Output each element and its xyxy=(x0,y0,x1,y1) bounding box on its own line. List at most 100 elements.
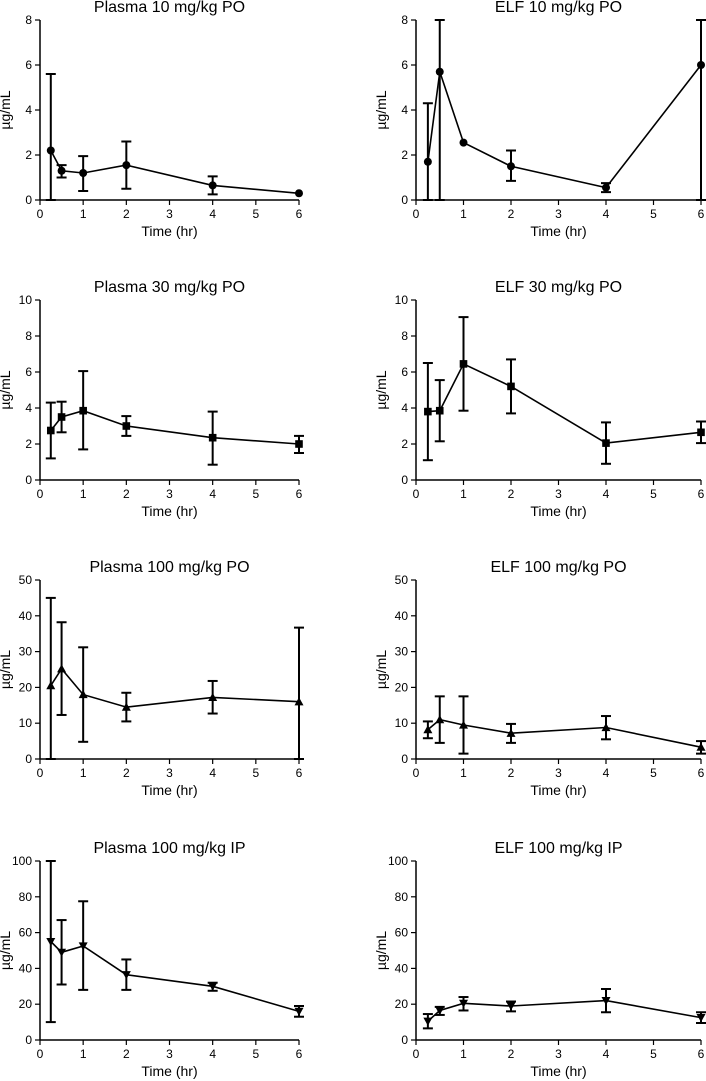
x-axis-label: Time (hr) xyxy=(530,503,586,519)
y-axis-label: µg/mL xyxy=(373,370,389,409)
x-tick-label: 1 xyxy=(80,207,87,221)
x-tick-label: 4 xyxy=(603,766,610,780)
x-tick-label: 1 xyxy=(80,766,87,780)
error-bar xyxy=(294,626,304,760)
y-tick-label: 20 xyxy=(395,997,409,1011)
chart-title: Plasma 100 mg/kg PO xyxy=(89,559,249,576)
data-point xyxy=(506,1002,516,1011)
y-tick-label: 6 xyxy=(401,365,408,379)
data-point xyxy=(696,742,706,751)
y-tick-label: 6 xyxy=(25,365,32,379)
error-bar xyxy=(696,19,706,201)
data-point xyxy=(696,1014,706,1023)
x-tick-label: 0 xyxy=(413,487,420,501)
y-tick-label: 4 xyxy=(401,401,408,415)
data-point xyxy=(294,697,304,706)
y-tick-label: 40 xyxy=(19,609,33,623)
data-point xyxy=(208,181,217,190)
x-tick-label: 0 xyxy=(37,766,44,780)
y-tick-label: 40 xyxy=(395,609,409,623)
y-tick-label: 8 xyxy=(25,329,32,343)
y-tick-label: 2 xyxy=(401,148,408,162)
data-point xyxy=(46,146,55,155)
data-point xyxy=(423,725,433,734)
chart-title: ELF 30 mg/kg PO xyxy=(495,279,622,296)
data-point xyxy=(435,406,444,415)
y-axis-label: µg/mL xyxy=(373,931,389,970)
y-axis-label: µg/mL xyxy=(0,90,13,129)
x-axis-label: Time (hr) xyxy=(530,782,586,798)
chart-title: Plasma 30 mg/kg PO xyxy=(94,279,245,296)
x-tick-label: 2 xyxy=(123,766,130,780)
data-point xyxy=(602,439,610,447)
data-point xyxy=(57,664,67,673)
data-point xyxy=(435,67,444,76)
y-tick-label: 20 xyxy=(19,997,33,1011)
data-point xyxy=(208,692,218,702)
data-point xyxy=(46,426,55,435)
data-point xyxy=(506,728,516,737)
error-bar xyxy=(45,73,56,201)
y-tick-label: 4 xyxy=(401,103,408,117)
x-tick-label: 6 xyxy=(296,766,303,780)
data-point xyxy=(459,138,468,147)
y-tick-label: 4 xyxy=(25,103,32,117)
x-tick-label: 4 xyxy=(209,766,216,780)
x-tick-label: 5 xyxy=(650,1047,657,1061)
series-line xyxy=(427,362,702,444)
x-tick-label: 2 xyxy=(508,1047,515,1061)
data-point xyxy=(46,681,56,690)
y-tick-label: 0 xyxy=(25,1033,32,1047)
chart-panel-3: Plasma 30 mg/kg PO 0 2 4 6 8 10 0 1 2 3 4 5 6 Time (hr… xyxy=(0,279,304,519)
x-axis-label: Time (hr) xyxy=(141,503,197,519)
x-tick-label: 5 xyxy=(650,487,657,501)
y-tick-label: 30 xyxy=(395,645,409,659)
data-point xyxy=(122,161,131,170)
y-tick-label: 60 xyxy=(395,926,409,940)
y-axis-label: µg/mL xyxy=(0,650,13,689)
y-tick-label: 0 xyxy=(25,752,32,766)
x-tick-label: 2 xyxy=(123,487,130,501)
x-tick-label: 4 xyxy=(603,207,610,221)
data-point xyxy=(122,422,131,430)
series-line xyxy=(427,64,702,189)
y-tick-label: 40 xyxy=(19,961,33,975)
x-tick-label: 1 xyxy=(460,1047,467,1061)
x-tick-label: 5 xyxy=(252,207,259,221)
x-tick-label: 5 xyxy=(650,207,657,221)
data-point xyxy=(57,413,66,421)
data-point xyxy=(601,722,611,732)
x-tick-label: 0 xyxy=(413,1047,420,1061)
data-point xyxy=(435,715,445,724)
x-tick-label: 1 xyxy=(80,487,87,501)
y-tick-label: 4 xyxy=(25,401,32,415)
x-tick-label: 4 xyxy=(209,1047,216,1061)
x-tick-label: 5 xyxy=(252,1047,259,1061)
y-tick-label: 2 xyxy=(25,148,32,162)
data-point xyxy=(78,942,88,951)
x-tick-label: 4 xyxy=(603,1047,610,1061)
data-point xyxy=(121,971,131,980)
series-line xyxy=(50,409,300,445)
x-tick-label: 3 xyxy=(555,487,562,501)
error-bar xyxy=(422,102,433,201)
x-tick-label: 4 xyxy=(209,487,216,501)
y-tick-label: 2 xyxy=(401,437,408,451)
y-axis-label: µg/mL xyxy=(373,90,389,129)
y-tick-label: 40 xyxy=(395,961,409,975)
y-tick-label: 20 xyxy=(395,680,409,694)
x-tick-label: 0 xyxy=(413,766,420,780)
y-axis-label: µg/mL xyxy=(0,370,13,409)
y-tick-label: 2 xyxy=(25,437,32,451)
data-point xyxy=(435,1006,445,1015)
x-tick-label: 2 xyxy=(508,487,515,501)
chart-title: Plasma 10 mg/kg PO xyxy=(94,0,245,16)
y-tick-label: 8 xyxy=(25,13,32,27)
x-tick-label: 0 xyxy=(413,207,420,221)
y-tick-label: 10 xyxy=(19,716,33,730)
chart-panel-7: Plasma 100 mg/kg IP 0 20 40 60 80 100 0 1 2 3 4 5 6 Ti… xyxy=(0,840,304,1079)
x-tick-label: 2 xyxy=(123,207,130,221)
y-tick-label: 0 xyxy=(25,193,32,207)
y-tick-label: 6 xyxy=(401,58,408,72)
data-point xyxy=(423,157,432,166)
